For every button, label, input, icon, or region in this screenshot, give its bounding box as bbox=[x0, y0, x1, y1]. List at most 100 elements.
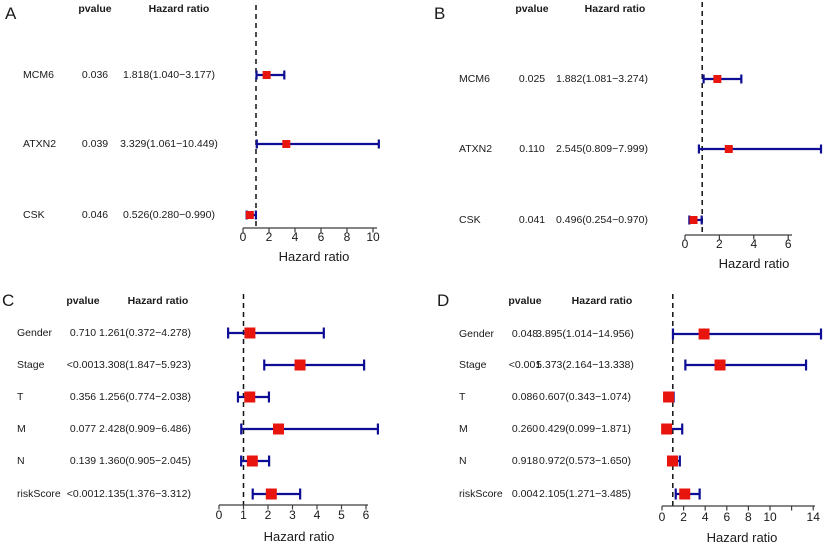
row-pvalue: 0.710 bbox=[70, 327, 96, 339]
row-name: N bbox=[17, 455, 25, 467]
column-header-pvalue: pvalue bbox=[66, 295, 99, 307]
row-pvalue: <0.001 bbox=[67, 359, 100, 371]
x-axis-tick-label: 14 bbox=[807, 510, 821, 524]
row-hazard-ratio-ci: 1.360(0.905−2.045) bbox=[99, 455, 191, 467]
row-pvalue: 0.110 bbox=[519, 143, 545, 155]
row-hazard-ratio-ci: 2.428(0.909−6.486) bbox=[99, 423, 191, 435]
row-hazard-ratio-ci: 2.105(1.271−3.485) bbox=[539, 488, 631, 500]
row-pvalue: 0.356 bbox=[70, 391, 96, 403]
hr-box bbox=[245, 211, 254, 219]
row-pvalue: 0.041 bbox=[519, 214, 545, 226]
row-pvalue: 0.260 bbox=[512, 423, 538, 435]
x-axis-tick-label: 2 bbox=[680, 510, 687, 524]
row-pvalue: 0.025 bbox=[519, 73, 545, 85]
row-name: T bbox=[17, 391, 24, 403]
row-hazard-ratio-ci: 0.429(0.099−1.871) bbox=[539, 423, 631, 435]
x-axis-tick-label: 0 bbox=[240, 230, 247, 244]
x-axis-tick-label: 2 bbox=[716, 237, 723, 251]
x-axis-tick-label: 4 bbox=[314, 508, 321, 522]
column-header-hazard-ratio: Hazard ratio bbox=[149, 3, 210, 15]
row-name: CSK bbox=[23, 209, 45, 221]
x-axis-title: Hazard ratio bbox=[279, 249, 350, 264]
x-axis-tick-label: 10 bbox=[763, 510, 777, 524]
x-axis-tick-label: 2 bbox=[266, 230, 273, 244]
panel-label: B bbox=[434, 4, 445, 23]
x-axis-tick-label: 4 bbox=[750, 237, 757, 251]
x-axis-tick-label: 0 bbox=[682, 237, 689, 251]
x-axis-tick-label: 0 bbox=[659, 510, 666, 524]
hr-box bbox=[294, 359, 306, 370]
hr-box bbox=[713, 75, 722, 83]
x-axis-tick-label: 4 bbox=[702, 510, 709, 524]
hr-box bbox=[246, 455, 258, 466]
row-hazard-ratio-ci: 1.882(1.081−3.274) bbox=[556, 73, 648, 85]
row-hazard-ratio-ci: 3.895(1.014−14.956) bbox=[536, 328, 634, 340]
hr-box bbox=[724, 145, 733, 153]
column-header-pvalue: pvalue bbox=[515, 3, 548, 15]
row-hazard-ratio-ci: 1.818(1.040−3.177) bbox=[123, 69, 215, 81]
column-header-pvalue: pvalue bbox=[78, 3, 111, 15]
row-pvalue: 0.086 bbox=[512, 391, 538, 403]
row-hazard-ratio-ci: 0.972(0.573−1.650) bbox=[539, 455, 631, 467]
row-pvalue: 0.039 bbox=[82, 138, 108, 150]
row-name: N bbox=[459, 455, 467, 467]
row-pvalue: 0.004 bbox=[512, 488, 538, 500]
row-name: M bbox=[17, 423, 26, 435]
row-hazard-ratio-ci: 2.545(0.809−7.999) bbox=[556, 143, 648, 155]
hr-box bbox=[666, 455, 678, 466]
hr-box bbox=[244, 327, 256, 338]
x-axis-tick-label: 5 bbox=[338, 508, 345, 522]
row-name: MCM6 bbox=[23, 69, 54, 81]
column-header-hazard-ratio: Hazard ratio bbox=[128, 295, 189, 307]
x-axis-tick-label: 0 bbox=[216, 508, 223, 522]
x-axis-tick-label: 8 bbox=[745, 510, 752, 524]
x-axis-tick-label: 10 bbox=[366, 230, 380, 244]
x-axis-tick-label: 6 bbox=[785, 237, 792, 251]
row-hazard-ratio-ci: 3.308(1.847−5.923) bbox=[99, 359, 191, 371]
row-name: CSK bbox=[459, 214, 481, 226]
x-axis-title: Hazard ratio bbox=[719, 256, 790, 271]
row-name: riskScore bbox=[17, 488, 61, 500]
row-name: MCM6 bbox=[459, 73, 490, 85]
hr-box bbox=[661, 423, 673, 434]
row-hazard-ratio-ci: 1.261(0.372−4.278) bbox=[99, 327, 191, 339]
row-hazard-ratio-ci: 0.607(0.343−1.074) bbox=[539, 391, 631, 403]
hr-box bbox=[663, 391, 675, 402]
x-axis-tick-label: 1 bbox=[240, 508, 247, 522]
row-pvalue: 0.077 bbox=[70, 423, 96, 435]
x-axis-title: Hazard ratio bbox=[707, 530, 778, 545]
row-hazard-ratio-ci: 1.256(0.774−2.038) bbox=[99, 391, 191, 403]
row-pvalue: 0.036 bbox=[82, 69, 108, 81]
row-name: ATXN2 bbox=[23, 138, 56, 150]
row-pvalue: 0.048 bbox=[512, 328, 538, 340]
row-hazard-ratio-ci: 3.329(1.061−10.449) bbox=[120, 138, 218, 150]
row-name: Gender bbox=[459, 328, 495, 340]
hr-box bbox=[714, 359, 726, 370]
x-axis-tick-label: 6 bbox=[318, 230, 325, 244]
column-header-hazard-ratio: Hazard ratio bbox=[585, 3, 646, 15]
row-hazard-ratio-ci: 0.496(0.254−0.970) bbox=[556, 214, 648, 226]
panel-label: A bbox=[5, 4, 17, 23]
row-pvalue: <0.001 bbox=[509, 359, 542, 371]
row-name: M bbox=[459, 423, 468, 435]
row-name: T bbox=[459, 391, 466, 403]
hr-box bbox=[689, 216, 698, 224]
row-pvalue: <0.001 bbox=[67, 488, 100, 500]
hr-box bbox=[282, 140, 291, 148]
x-axis-tick-label: 6 bbox=[363, 508, 370, 522]
row-name: Gender bbox=[17, 327, 53, 339]
hr-box bbox=[272, 423, 284, 434]
row-name: Stage bbox=[17, 359, 45, 371]
hr-box bbox=[698, 328, 710, 339]
column-header-hazard-ratio: Hazard ratio bbox=[572, 295, 633, 307]
panel-label: D bbox=[437, 291, 449, 310]
x-axis-tick-label: 6 bbox=[723, 510, 730, 524]
row-hazard-ratio-ci: 0.526(0.280−0.990) bbox=[123, 209, 215, 221]
x-axis-tick-label: 3 bbox=[289, 508, 296, 522]
hr-box bbox=[265, 488, 277, 499]
